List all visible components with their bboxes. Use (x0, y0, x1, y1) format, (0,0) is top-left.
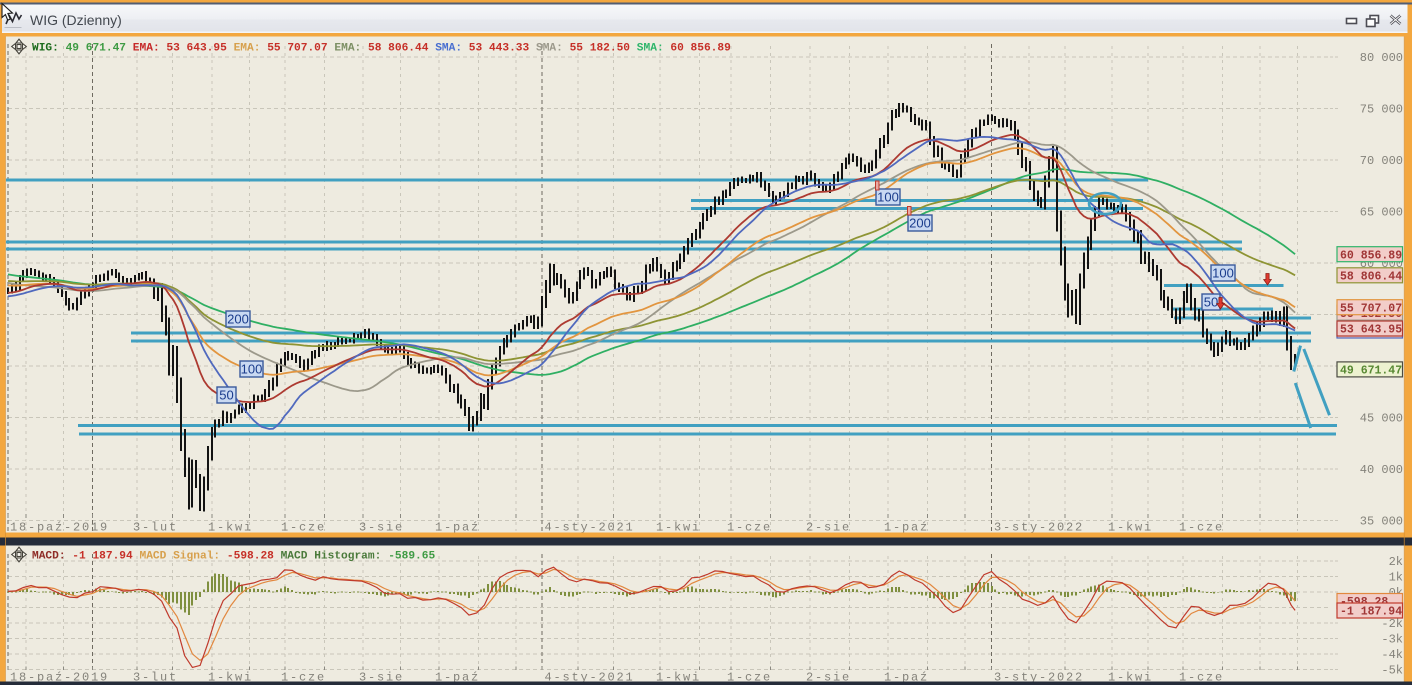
svg-text:55 707.07: 55 707.07 (1340, 302, 1402, 315)
svg-text:-1 187.94: -1 187.94 (1340, 606, 1402, 619)
svg-text:100: 100 (1212, 266, 1234, 281)
svg-text:40 000: 40 000 (1360, 463, 1403, 477)
svg-text:1-cze: 1-cze (727, 521, 772, 535)
svg-text:50: 50 (1204, 295, 1218, 310)
svg-text:60 856.89: 60 856.89 (1340, 249, 1402, 262)
svg-text:70 000: 70 000 (1360, 154, 1403, 168)
svg-text:2-sie: 2-sie (806, 671, 851, 685)
svg-text:18-paź-2019: 18-paź-2019 (10, 521, 109, 535)
svg-text:1k: 1k (1389, 571, 1403, 585)
svg-text:1-cze: 1-cze (281, 521, 326, 535)
svg-text:1-cze: 1-cze (1179, 671, 1224, 685)
svg-text:3-lut: 3-lut (133, 671, 178, 685)
svg-text:100: 100 (877, 190, 899, 205)
svg-text:1-paź: 1-paź (884, 671, 929, 685)
svg-text:45 000: 45 000 (1360, 412, 1403, 426)
svg-text:4-sty-2021: 4-sty-2021 (545, 671, 635, 685)
svg-text:3-sty-2022: 3-sty-2022 (994, 671, 1084, 685)
svg-text:2k: 2k (1389, 555, 1403, 569)
svg-text:75 000: 75 000 (1360, 103, 1403, 117)
svg-text:1-kwi: 1-kwi (1108, 521, 1153, 535)
svg-text:1-paź: 1-paź (435, 521, 480, 535)
svg-text:4-sty-2021: 4-sty-2021 (545, 521, 635, 535)
svg-text:3-sie: 3-sie (359, 671, 404, 685)
svg-text:WIG (Dzienny): WIG (Dzienny) (30, 12, 122, 28)
svg-text:200: 200 (227, 312, 249, 327)
svg-text:53 643.95: 53 643.95 (1340, 324, 1402, 337)
svg-text:1-kwi: 1-kwi (208, 671, 253, 685)
svg-text:65 000: 65 000 (1360, 206, 1403, 220)
svg-text:50: 50 (219, 388, 233, 403)
svg-text:1-kwi: 1-kwi (208, 521, 253, 535)
svg-text:18-paź-2019: 18-paź-2019 (10, 671, 109, 685)
svg-text:-2k: -2k (1381, 617, 1403, 631)
svg-text:1-kwi: 1-kwi (656, 521, 701, 535)
svg-text:1-kwi: 1-kwi (1108, 671, 1153, 685)
svg-text:200: 200 (909, 216, 931, 231)
svg-text:1-paź: 1-paź (884, 521, 929, 535)
svg-text:1-kwi: 1-kwi (656, 671, 701, 685)
svg-text:1-cze: 1-cze (281, 671, 326, 685)
svg-text:-5k: -5k (1381, 664, 1403, 678)
svg-text:49 671.47: 49 671.47 (1340, 365, 1402, 378)
svg-text:1-paź: 1-paź (435, 671, 480, 685)
svg-text:-3k: -3k (1381, 633, 1403, 647)
svg-text:-4k: -4k (1381, 648, 1403, 662)
svg-text:1-cze: 1-cze (1179, 521, 1224, 535)
svg-text:80 000: 80 000 (1360, 51, 1403, 65)
svg-text:2-sie: 2-sie (806, 521, 851, 535)
svg-text:58 806.44: 58 806.44 (1340, 271, 1402, 284)
svg-text:35 000: 35 000 (1360, 515, 1403, 529)
svg-text:3-lut: 3-lut (133, 521, 178, 535)
svg-text:1-cze: 1-cze (727, 671, 772, 685)
svg-text:100: 100 (241, 362, 263, 377)
svg-text:3-sie: 3-sie (359, 521, 404, 535)
svg-text:3-sty-2022: 3-sty-2022 (994, 521, 1084, 535)
